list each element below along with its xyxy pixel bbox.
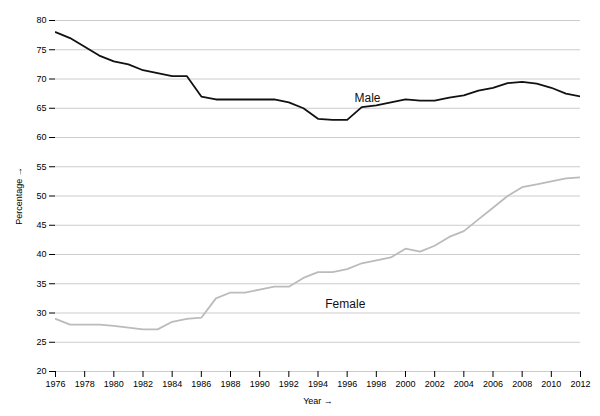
svg-text:1992: 1992 bbox=[279, 379, 299, 389]
svg-text:Female: Female bbox=[325, 297, 365, 311]
svg-text:2004: 2004 bbox=[454, 379, 474, 389]
svg-text:20: 20 bbox=[36, 366, 46, 376]
svg-text:60: 60 bbox=[36, 132, 46, 142]
svg-text:1980: 1980 bbox=[104, 379, 124, 389]
svg-text:1976: 1976 bbox=[45, 379, 65, 389]
svg-text:65: 65 bbox=[36, 103, 46, 113]
svg-text:50: 50 bbox=[36, 191, 46, 201]
svg-text:25: 25 bbox=[36, 337, 46, 347]
svg-text:2010: 2010 bbox=[541, 379, 561, 389]
svg-text:80: 80 bbox=[36, 15, 46, 25]
svg-text:Percentage →: Percentage → bbox=[14, 167, 24, 225]
svg-text:1990: 1990 bbox=[250, 379, 270, 389]
svg-text:55: 55 bbox=[36, 162, 46, 172]
svg-text:1988: 1988 bbox=[220, 379, 240, 389]
svg-text:2006: 2006 bbox=[483, 379, 503, 389]
svg-text:1994: 1994 bbox=[308, 379, 328, 389]
svg-text:35: 35 bbox=[36, 279, 46, 289]
svg-text:2012: 2012 bbox=[570, 379, 590, 389]
svg-text:45: 45 bbox=[36, 220, 46, 230]
svg-text:1984: 1984 bbox=[162, 379, 182, 389]
svg-text:1982: 1982 bbox=[133, 379, 153, 389]
svg-text:1996: 1996 bbox=[337, 379, 357, 389]
svg-text:2002: 2002 bbox=[425, 379, 445, 389]
svg-text:2000: 2000 bbox=[395, 379, 415, 389]
svg-text:1998: 1998 bbox=[366, 379, 386, 389]
svg-text:2008: 2008 bbox=[512, 379, 532, 389]
svg-text:70: 70 bbox=[36, 74, 46, 84]
svg-text:30: 30 bbox=[36, 308, 46, 318]
svg-text:1978: 1978 bbox=[75, 379, 95, 389]
svg-text:1986: 1986 bbox=[191, 379, 211, 389]
svg-text:75: 75 bbox=[36, 45, 46, 55]
svg-text:40: 40 bbox=[36, 249, 46, 259]
svg-text:Male: Male bbox=[354, 91, 380, 105]
svg-text:Year →: Year → bbox=[303, 396, 333, 406]
